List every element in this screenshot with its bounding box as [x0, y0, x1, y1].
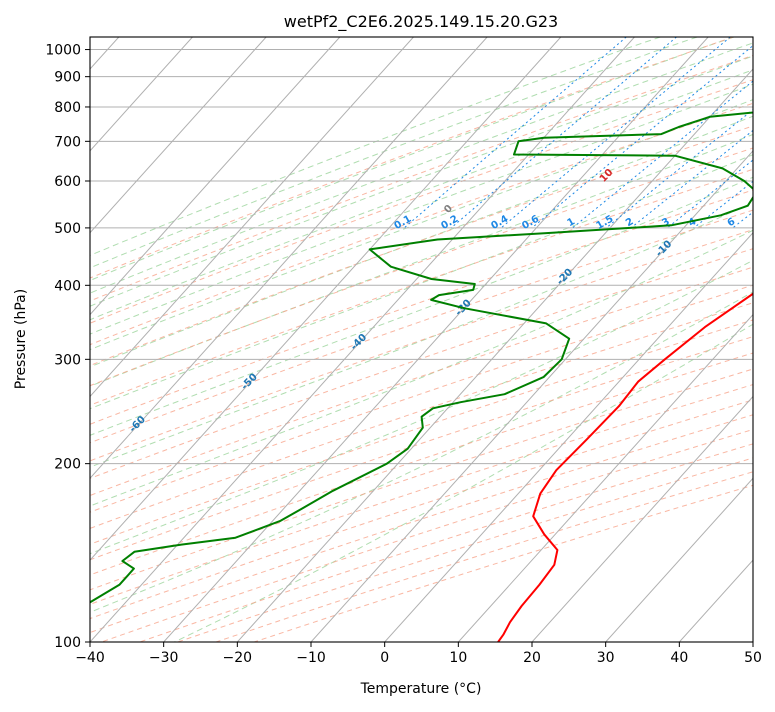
moist-adiabats — [0, 37, 775, 642]
isotherm-line — [0, 37, 266, 642]
mixing-ratio-line — [532, 37, 764, 228]
isotherm-label: -70 — [8, 465, 28, 486]
y-tick-label: 800 — [54, 100, 81, 116]
plot-area: -100-90-80-70-60-50-40-30-20-100.10.20.4… — [0, 37, 775, 642]
dry-adiabat — [102, 37, 775, 642]
y-tick-label: 300 — [54, 352, 81, 368]
x-axis-label: Temperature (°C) — [360, 681, 482, 697]
x-tick-label: −20 — [223, 650, 253, 666]
y-tick-label: 500 — [54, 221, 81, 237]
y-tick-label: 1000 — [45, 43, 81, 59]
moist-adiabat — [16, 37, 775, 642]
x-tick-label: 50 — [744, 650, 762, 666]
x-tick-label: 10 — [449, 650, 467, 666]
x-tick-label: −30 — [149, 650, 179, 666]
y-tick-label: 600 — [54, 174, 81, 190]
mixing-ratio-label: 8 — [754, 216, 766, 229]
y-tick-label: 900 — [54, 70, 81, 86]
x-tick-label: −40 — [75, 650, 105, 666]
x-tick-label: 20 — [523, 650, 541, 666]
x-tick-label: 0 — [380, 650, 389, 666]
isotherm-line — [753, 37, 775, 642]
mixing-ratio-label: 0.2 — [439, 214, 460, 232]
isotherm-line — [16, 37, 561, 642]
y-axis: 1000 900 800 700 600 500 400 300 200 100 — [45, 43, 90, 651]
mixing-ratio-label: 3 — [660, 216, 672, 229]
x-tick-label: 40 — [670, 650, 688, 666]
x-tick-label: −10 — [296, 650, 326, 666]
mixing-ratio-label: 0.6 — [520, 214, 541, 232]
x-axis: −40 −30 −20 −10 0 10 20 30 40 50 — [75, 642, 762, 666]
isotherm-line — [0, 37, 487, 642]
mixing-ratio-label: 0.4 — [489, 214, 510, 232]
isotherm-line — [311, 37, 775, 642]
isobar-grid — [90, 50, 753, 642]
mixing-ratio-lines — [404, 37, 775, 228]
moist-adiabat — [0, 37, 660, 642]
mixing-ratio-line — [733, 37, 775, 228]
y-tick-label: 100 — [54, 635, 81, 651]
mixing-ratio-label: 1 — [565, 216, 577, 229]
moist-adiabat — [0, 37, 697, 642]
y-tick-label: 200 — [54, 457, 81, 473]
mixing-ratio-line — [761, 37, 775, 228]
y-axis-label: Pressure (hPa) — [13, 289, 29, 389]
y-tick-label: 400 — [54, 278, 81, 294]
isotherm-line — [0, 37, 414, 642]
isotherm-line — [385, 37, 775, 642]
y-tick-label: 700 — [54, 134, 81, 150]
mixing-ratio-line — [694, 37, 775, 228]
dry-adiabat — [63, 37, 775, 642]
mixing-ratio-line — [573, 37, 775, 228]
plot-frame — [90, 37, 753, 642]
mixing-ratio-line — [404, 37, 626, 228]
chart-title: wetPf2_C2E6.2025.149.15.20.G23 — [284, 12, 558, 32]
moist-adiabat — [0, 37, 775, 642]
mixing-ratio-line — [667, 37, 775, 228]
dry-adiabat-label: 20 — [768, 132, 775, 150]
isotherm-line — [164, 37, 709, 642]
mixing-ratio-label: 6 — [726, 216, 738, 229]
x-tick-label: 30 — [597, 650, 615, 666]
